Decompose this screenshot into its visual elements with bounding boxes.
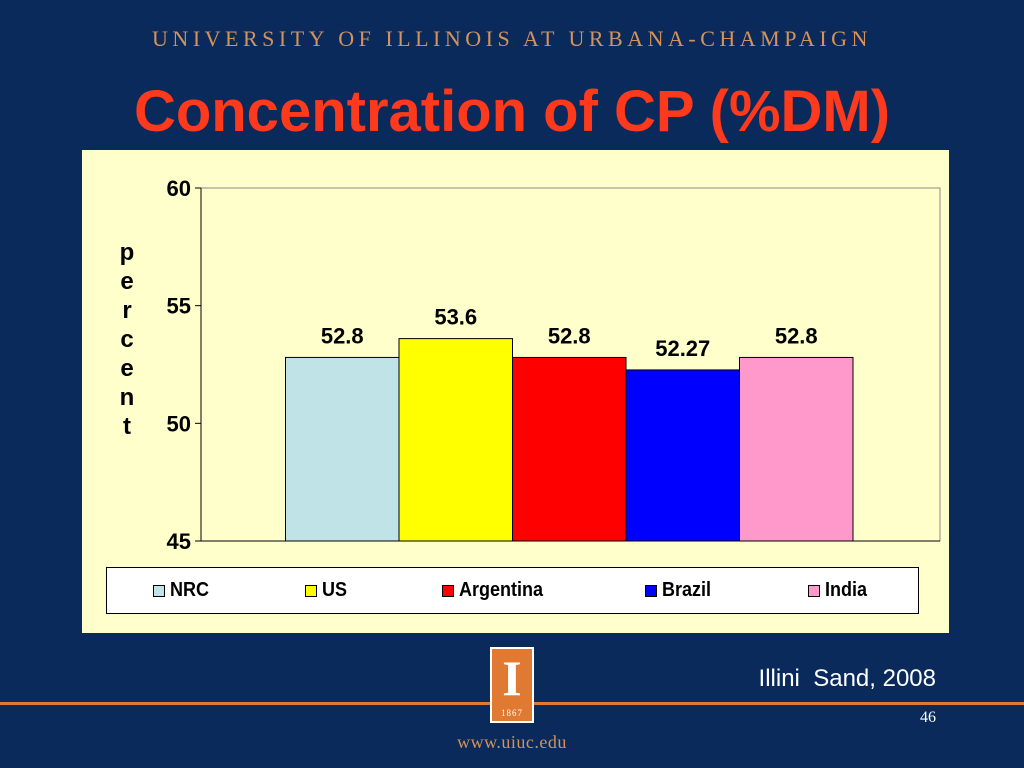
data-label: 52.8 bbox=[775, 323, 818, 348]
logo-letter: I bbox=[502, 650, 522, 706]
data-label: 52.8 bbox=[548, 323, 591, 348]
data-label: 52.27 bbox=[655, 336, 710, 361]
legend-item: US bbox=[305, 579, 350, 602]
data-label: 53.6 bbox=[434, 305, 477, 330]
y-tick-label: 45 bbox=[167, 529, 191, 554]
y-axis-label-letter: e bbox=[120, 355, 133, 382]
bar-brazil bbox=[625, 369, 740, 542]
legend-label: Brazil bbox=[661, 579, 711, 601]
bar-us bbox=[398, 338, 513, 542]
legend-swatch bbox=[153, 584, 166, 597]
slide-title: Concentration of CP (%DM) bbox=[133, 79, 891, 144]
legend-swatch bbox=[305, 584, 318, 597]
legend-label: India bbox=[825, 579, 868, 601]
university-logo: I 1867 bbox=[490, 647, 534, 723]
y-axis-label-letter: p bbox=[120, 239, 135, 266]
bar-india bbox=[739, 356, 854, 542]
legend-label: Argentina bbox=[459, 579, 544, 601]
legend-item: Argentina bbox=[442, 579, 552, 602]
y-axis-label-letter: r bbox=[122, 297, 131, 324]
legend-label: NRC bbox=[170, 579, 210, 601]
legend-item: NRC bbox=[153, 579, 213, 602]
data-label: 52.8 bbox=[321, 323, 364, 348]
legend-item: India bbox=[808, 579, 872, 602]
y-axis-label-letter: n bbox=[120, 384, 135, 411]
chart-legend: NRC US Argentina Brazil India bbox=[106, 567, 919, 614]
legend-swatch bbox=[644, 584, 657, 597]
y-tick-label: 50 bbox=[167, 411, 191, 436]
y-axis-label-letter: c bbox=[120, 326, 133, 353]
citation: Illini Sand, 2008 bbox=[758, 665, 936, 692]
university-header: UNIVERSITY OF ILLINOIS AT URBANA-CHAMPAI… bbox=[152, 26, 872, 51]
y-axis-label-letter: t bbox=[123, 413, 131, 440]
legend-item: Brazil bbox=[644, 579, 716, 602]
page-number: 46 bbox=[920, 709, 936, 726]
legend-swatch bbox=[442, 584, 455, 597]
chart-panel: 45 50 55 60 p e r c e n t 52.8 53.6 52.8 52.27 52.8 NRC… bbox=[82, 150, 949, 633]
bar-nrc bbox=[285, 356, 400, 542]
legend-label: US bbox=[322, 579, 348, 601]
footer-url: www.uiuc.edu bbox=[457, 732, 567, 752]
logo-year: 1867 bbox=[501, 708, 523, 718]
y-tick-label: 55 bbox=[167, 294, 191, 319]
y-tick-label: 60 bbox=[167, 176, 191, 201]
y-axis-label-letter: e bbox=[120, 268, 133, 295]
bar-argentina bbox=[512, 356, 627, 542]
legend-swatch bbox=[808, 584, 821, 597]
